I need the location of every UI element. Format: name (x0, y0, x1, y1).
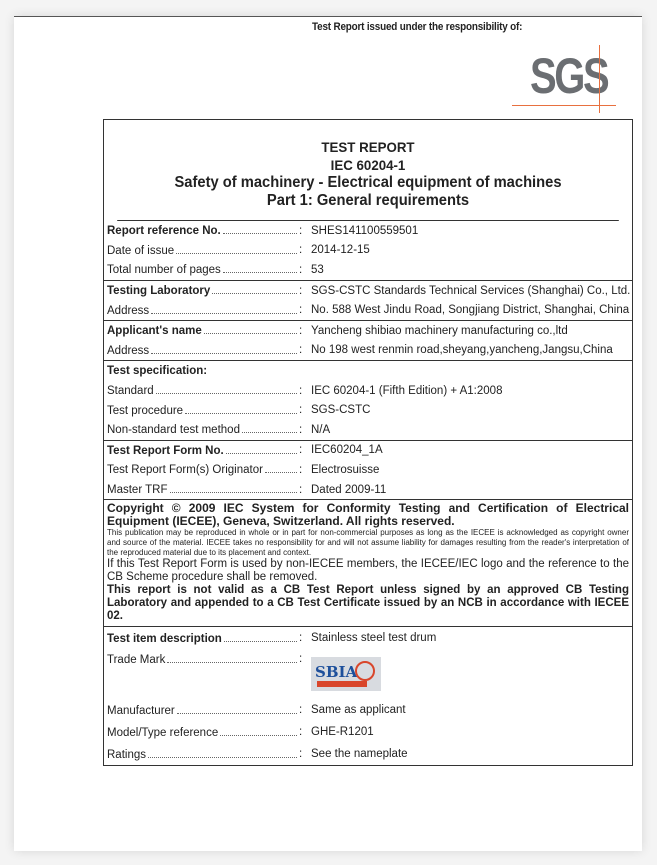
field-row: Test Report Form No.: IEC60204_1A (104, 441, 632, 461)
trade-mark-logo: SBIA (311, 657, 381, 692)
report-subtitle: Safety of machinery - Electrical equipme… (174, 174, 562, 191)
field-value: GHE-R1201 (311, 726, 374, 739)
report-title: TEST REPORT (321, 139, 415, 155)
field-group: Report reference No.: SHES141100559501 Dat… (104, 221, 632, 281)
report-table: TEST REPORT IEC 60204-1 Safety of machin… (103, 119, 633, 767)
field-label: Test specification: (107, 364, 208, 377)
field-row: Address: No 198 west renmin road,sheyang,… (104, 341, 632, 361)
field-value: Same as applicant (311, 704, 406, 717)
field-value: Yancheng shibiao machinery manufacturing… (311, 324, 568, 337)
row-manufacturer: Manufacturer: Same as applicant (104, 699, 632, 721)
field-label: Test Report Form(s) Originator (107, 464, 263, 477)
field-group: Applicant's name: Yancheng shibiao machin… (104, 321, 632, 362)
field-group: Test Report Form No.: IEC60204_1A Test Rep… (104, 441, 632, 501)
field-value: Electrosuisse (311, 463, 380, 476)
field-label: Testing Laboratory (107, 285, 211, 298)
validity-notice: This report is not valid as a CB Test Re… (107, 584, 629, 623)
field-row: Test specification: (104, 361, 632, 381)
field-value: N/A (311, 423, 331, 436)
row-model: Model/Type reference: GHE-R1201 (104, 721, 632, 743)
test-item-group: Test item description: Stainless steel te… (104, 627, 632, 765)
sgs-logo: SGS (512, 41, 642, 121)
field-label: Trade Mark (107, 654, 166, 667)
field-label: Ratings (107, 748, 146, 761)
report-part: Part 1: General requirements (266, 192, 470, 209)
field-value: No 198 west renmin road,sheyang,yancheng… (311, 344, 613, 357)
field-row: Applicant's name: Yancheng shibiao machin… (104, 321, 632, 341)
report-standard: IEC 60204-1 (330, 157, 406, 173)
field-value: SGS-CSTC Standards Technical Services (S… (311, 284, 631, 297)
field-label: Date of issue (107, 244, 175, 257)
field-label: Test procedure (107, 404, 184, 417)
field-group: Test specification: Standard: IEC 60204-1 … (104, 361, 632, 441)
field-label: Test item description (107, 632, 222, 645)
field-row: Test Report Form(s) Originator: Electrosu… (104, 460, 632, 480)
field-value: See the nameplate (311, 748, 408, 761)
copyright-block: Copyright © 2009 IEC System for Conformi… (104, 500, 632, 628)
field-label: Standard (107, 385, 154, 398)
field-group: Testing Laboratory: SGS-CSTC Standards Te… (104, 281, 632, 321)
field-value: SGS-CSTC (311, 404, 371, 417)
field-value: IEC 60204-1 (Fifth Edition) + A1:2008 (311, 384, 503, 397)
field-label: Model/Type reference (107, 726, 219, 739)
field-label: Master TRF (107, 484, 168, 497)
field-row: Total number of pages:53 (104, 260, 632, 280)
field-row: Date of issue:2014-12-15 (104, 241, 632, 261)
field-value: Stainless steel test drum (311, 632, 437, 645)
field-row: Standard: IEC 60204-1 (Fifth Edition) + A… (104, 381, 632, 401)
field-value: 53 (311, 263, 324, 276)
row-ratings: Ratings: See the nameplate (104, 743, 632, 765)
non-member-notice: If this Test Report Form is used by non-… (107, 558, 629, 584)
field-row: Address: No. 588 West Jindu Road, Songjia… (104, 300, 632, 320)
row-test-item-description: Test item description: Stainless steel te… (104, 627, 632, 649)
field-label: Manufacturer (107, 704, 175, 717)
report-header: TEST REPORT IEC 60204-1 Safety of machin… (117, 120, 619, 221)
field-value: SHES141100559501 (311, 224, 419, 237)
copyright-heading: Copyright © 2009 IEC System for Conformi… (107, 501, 629, 529)
field-value: 2014-12-15 (311, 244, 370, 257)
field-label: Non-standard test method (107, 424, 240, 437)
document-page: Test Report issued under the responsibil… (14, 16, 642, 851)
field-row: Master TRF: Dated 2009-11 (104, 480, 632, 500)
field-value: Dated 2009-11 (311, 483, 387, 496)
field-label: Total number of pages (107, 264, 221, 277)
copyright-notice: This publication may be reproduced in wh… (107, 528, 629, 558)
field-row: Test procedure: SGS-CSTC (104, 400, 632, 420)
field-row: Report reference No.: SHES141100559501 (104, 221, 632, 241)
field-label: Address (107, 344, 150, 357)
field-value: IEC60204_1A (311, 444, 383, 457)
field-value: No. 588 West Jindu Road, Songjiang Distr… (311, 304, 630, 317)
issued-by-label: Test Report issued under the responsibil… (312, 21, 523, 33)
field-label: Report reference No. (107, 225, 221, 238)
row-trade-mark: Trade Mark: SBIA (104, 649, 632, 699)
field-row: Non-standard test method: N/A (104, 420, 632, 440)
field-label: Test Report Form No. (107, 444, 224, 457)
field-label: Address (107, 304, 150, 317)
field-label: Applicant's name (107, 325, 202, 338)
field-row: Testing Laboratory: SGS-CSTC Standards Te… (107, 284, 631, 298)
